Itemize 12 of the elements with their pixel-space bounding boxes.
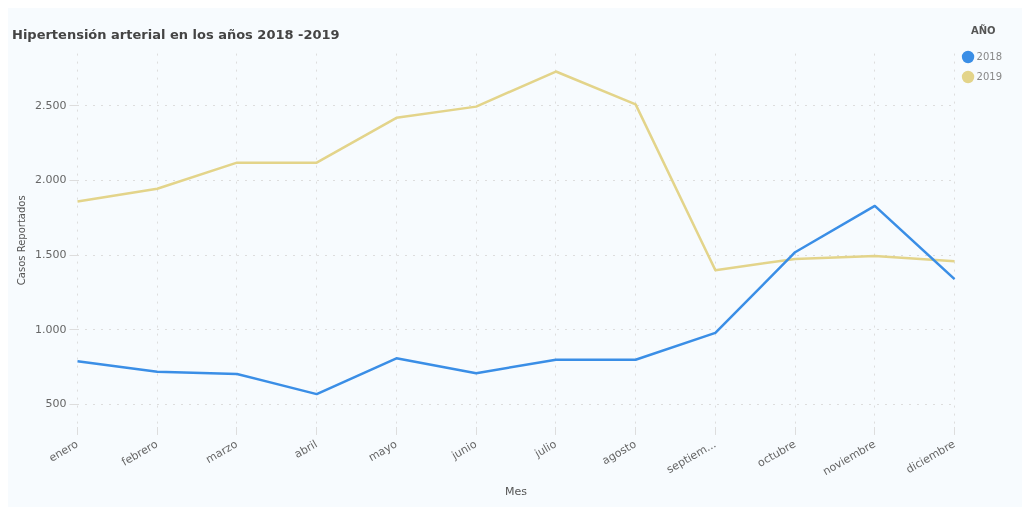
x-axis-title: Mes <box>505 485 528 499</box>
y-tick-label: 500 <box>45 397 67 411</box>
y-tick-label: 2.000 <box>34 173 67 187</box>
y-tick-label: 1.000 <box>34 322 67 336</box>
legend-label: 2018 <box>976 50 1002 62</box>
y-tick-label: 1.500 <box>34 248 67 262</box>
x-tick-label: julio <box>531 437 560 461</box>
y-tick-label: 2.500 <box>34 98 67 112</box>
legend-title: AÑO <box>970 23 996 36</box>
chart-title: Hipertensión arterial en los años 2018 -2019 <box>12 27 340 43</box>
legend-label: 2019 <box>976 70 1002 82</box>
y-axis-title: Casos Reportados <box>15 195 27 286</box>
